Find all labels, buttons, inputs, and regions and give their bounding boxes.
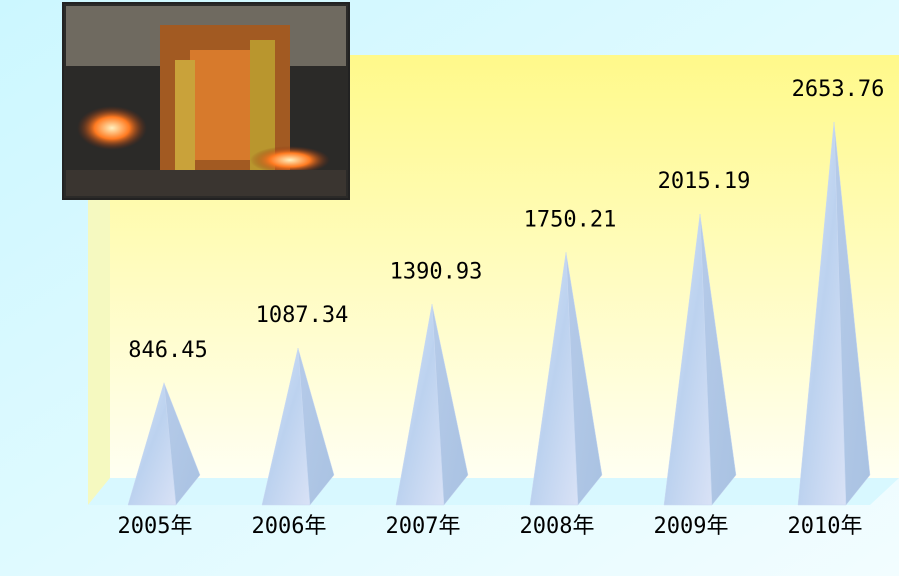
pyramid-side: [431, 304, 469, 506]
pyramid-side: [297, 348, 335, 506]
pyramid-side: [163, 382, 201, 506]
value-label: 846.45: [128, 338, 207, 363]
x-tick-label: 2010年: [788, 514, 863, 539]
pyramid: [395, 304, 469, 506]
x-tick-label: 2006年: [252, 514, 327, 539]
pyramid: [127, 382, 201, 506]
pyramid: [261, 348, 335, 506]
x-tick-label: 2009年: [654, 514, 729, 539]
floor: [88, 478, 899, 505]
pyramid: [663, 214, 737, 506]
value-label: 1750.21: [524, 207, 617, 232]
pyramid-side: [565, 252, 603, 506]
value-label: 1390.93: [390, 259, 483, 284]
value-label: 2015.19: [658, 169, 751, 194]
pyramid: [529, 252, 603, 506]
value-label: 1087.34: [256, 303, 349, 328]
x-tick-label: 2007年: [386, 514, 461, 539]
x-tick-label: 2008年: [520, 514, 595, 539]
value-label: 2653.76: [792, 77, 885, 102]
pyramid: [797, 121, 871, 506]
x-tick-label: 2005年: [118, 514, 193, 539]
photo: [62, 2, 350, 200]
pyramid-side: [833, 121, 871, 506]
pyramid-side: [699, 214, 737, 506]
